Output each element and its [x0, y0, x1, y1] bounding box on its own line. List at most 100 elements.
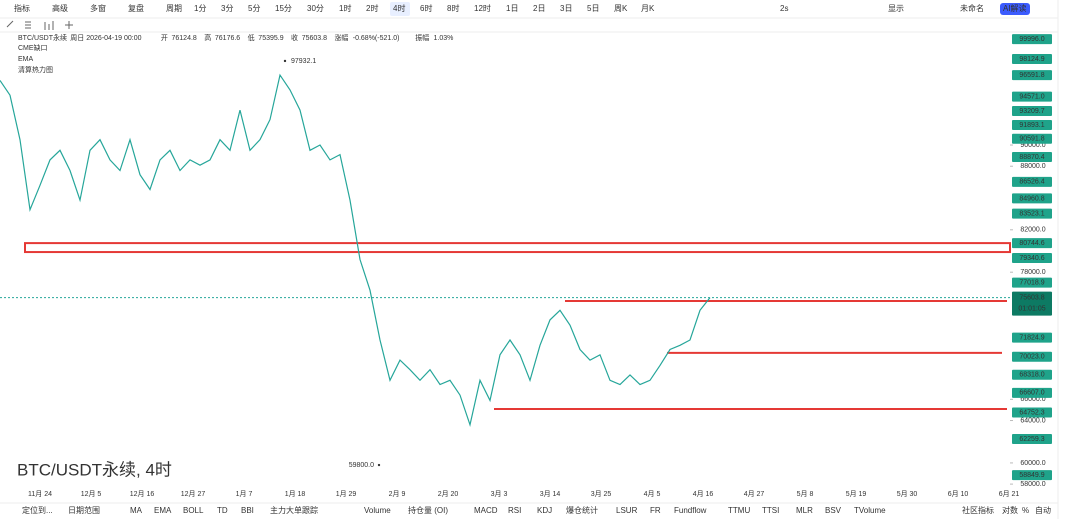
- x-tick-label: 11月 24: [28, 490, 52, 498]
- legend-indicator[interactable]: CME缺口: [18, 43, 48, 52]
- period-button[interactable]: 2时: [366, 3, 378, 13]
- x-tick-label: 12月 27: [181, 490, 206, 498]
- price-marker: [1012, 433, 1052, 444]
- period-button[interactable]: 5日: [587, 4, 599, 13]
- legend-info: 1.03%: [434, 35, 454, 42]
- tool-icons: [6, 20, 73, 30]
- indicator-tab[interactable]: 爆仓统计: [566, 505, 598, 515]
- legend-indicator[interactable]: 清算热力图: [18, 65, 53, 74]
- x-tick-label: 5月 8: [797, 490, 814, 498]
- legend-info: BTC/USDT永续: [18, 33, 67, 42]
- period-button[interactable]: 6时: [420, 3, 432, 13]
- period-button[interactable]: 1分: [194, 4, 206, 13]
- toolbar: [0, 0, 1080, 18]
- price-marker: [1012, 176, 1052, 187]
- period-button[interactable]: 8时: [447, 3, 459, 13]
- period-button[interactable]: 5分: [248, 4, 260, 13]
- price-marker-label: 71824.9: [1019, 334, 1044, 341]
- indicator-tab[interactable]: MLR: [796, 506, 813, 515]
- x-tick-label: 5月 30: [897, 490, 918, 498]
- current-price-box: [1012, 291, 1052, 316]
- legend-info: 收: [291, 33, 298, 42]
- bottom-right[interactable]: 自动: [1035, 505, 1051, 515]
- price-marker: [1012, 252, 1052, 263]
- indicator-tab[interactable]: Volume: [364, 506, 391, 515]
- legend-info: 高: [204, 33, 211, 42]
- indicator-tab[interactable]: BOLL: [183, 506, 204, 515]
- legend-indicator[interactable]: EMA: [18, 56, 34, 63]
- bottom-left[interactable]: 日期范围: [68, 505, 100, 515]
- period-button[interactable]: 30分: [307, 4, 324, 13]
- x-tick-label: 6月 21: [999, 490, 1020, 498]
- extreme-point: [283, 59, 287, 63]
- price-marker: [1012, 193, 1052, 204]
- toolbar-button[interactable]: 周期: [166, 4, 182, 13]
- x-tick-label: 12月 5: [81, 490, 102, 498]
- x-tick-label: 3月 3: [491, 490, 508, 498]
- x-tick-label: 4月 27: [744, 490, 765, 498]
- period-button[interactable]: 15分: [275, 4, 292, 13]
- zone: [24, 242, 1011, 254]
- indicator-tab[interactable]: 主力大单跟踪: [270, 505, 318, 515]
- y-tick-label: 88000.0: [1020, 163, 1045, 170]
- price-marker-label: 88870.4: [1019, 154, 1044, 161]
- indicator-tab[interactable]: TTMU: [728, 506, 750, 515]
- indicator-tab[interactable]: TTSI: [762, 506, 779, 515]
- legend-info: 低: [248, 33, 255, 42]
- price-marker-label: 91893.1: [1019, 122, 1044, 129]
- toolbar-button[interactable]: 复盘: [128, 3, 144, 13]
- indicator-tab[interactable]: MA: [130, 506, 143, 515]
- toolbar-right[interactable]: 2s: [780, 4, 788, 13]
- extreme-annotation: 59800.0: [349, 462, 374, 469]
- price-marker: [1012, 470, 1052, 481]
- ai-button-bg: [1000, 3, 1030, 15]
- toolbar-button[interactable]: 多窗: [90, 3, 106, 13]
- price-marker-label: 62259.3: [1019, 436, 1044, 443]
- indicator-tab[interactable]: RSI: [508, 506, 521, 515]
- indicator-tab[interactable]: TD: [217, 506, 228, 515]
- price-marker-label: 79340.6: [1019, 255, 1044, 262]
- bottom-right[interactable]: 社区指标: [962, 505, 994, 515]
- ai-button[interactable]: AI解读: [1003, 3, 1027, 13]
- period-button[interactable]: 月K: [641, 4, 655, 13]
- period-button[interactable]: 1时: [339, 3, 351, 13]
- period-button[interactable]: 3日: [560, 4, 572, 13]
- x-tick-label: 1月 7: [236, 490, 253, 498]
- legend-info: 周日 2026-04-19 00:00: [70, 34, 141, 42]
- x-tick-label: 1月 18: [285, 490, 306, 498]
- indicator-tab[interactable]: LSUR: [616, 506, 638, 515]
- indicator-tab[interactable]: TVolume: [854, 506, 886, 515]
- bottom-right[interactable]: 对数: [1002, 505, 1018, 515]
- toolbar-right[interactable]: 显示: [888, 4, 904, 13]
- period-button[interactable]: 周K: [614, 4, 628, 13]
- period-button[interactable]: 12时: [474, 3, 491, 13]
- period-button[interactable]: 3分: [221, 4, 233, 13]
- indicator-tab[interactable]: FR: [650, 506, 661, 515]
- bottom-left[interactable]: 定位到...: [22, 505, 53, 515]
- indicator-tab[interactable]: MACD: [474, 506, 498, 515]
- indicator-tab[interactable]: BSV: [825, 506, 842, 515]
- price-marker: [1012, 369, 1052, 380]
- indicator-tab[interactable]: 持仓量 (OI): [408, 505, 448, 515]
- toolbar-button[interactable]: 高级: [52, 3, 68, 13]
- indicator-tab[interactable]: Fundflow: [674, 506, 707, 515]
- period-button[interactable]: 1日: [506, 4, 518, 13]
- price-marker-label: 70023.0: [1019, 354, 1044, 361]
- price-marker: [1012, 407, 1052, 418]
- toolbar-right[interactable]: 未命名: [960, 3, 984, 13]
- active-period-bg: [390, 2, 410, 16]
- period-button[interactable]: 4时: [393, 3, 405, 13]
- price-marker-label: 80744.6: [1019, 240, 1044, 247]
- indicator-tab[interactable]: KDJ: [537, 506, 552, 515]
- legend-info: 涨幅: [334, 33, 348, 42]
- period-button[interactable]: 2日: [533, 4, 545, 13]
- price-marker-label: 58849.9: [1019, 472, 1044, 479]
- legend-info: 76176.6: [215, 35, 240, 42]
- indicator-tab[interactable]: EMA: [154, 506, 172, 515]
- indicator-tab[interactable]: BBI: [241, 506, 254, 515]
- toolbar-button[interactable]: 指标: [14, 3, 30, 13]
- bottom-right[interactable]: %: [1022, 506, 1029, 515]
- price-marker: [1012, 34, 1052, 45]
- extreme-point: [377, 463, 381, 467]
